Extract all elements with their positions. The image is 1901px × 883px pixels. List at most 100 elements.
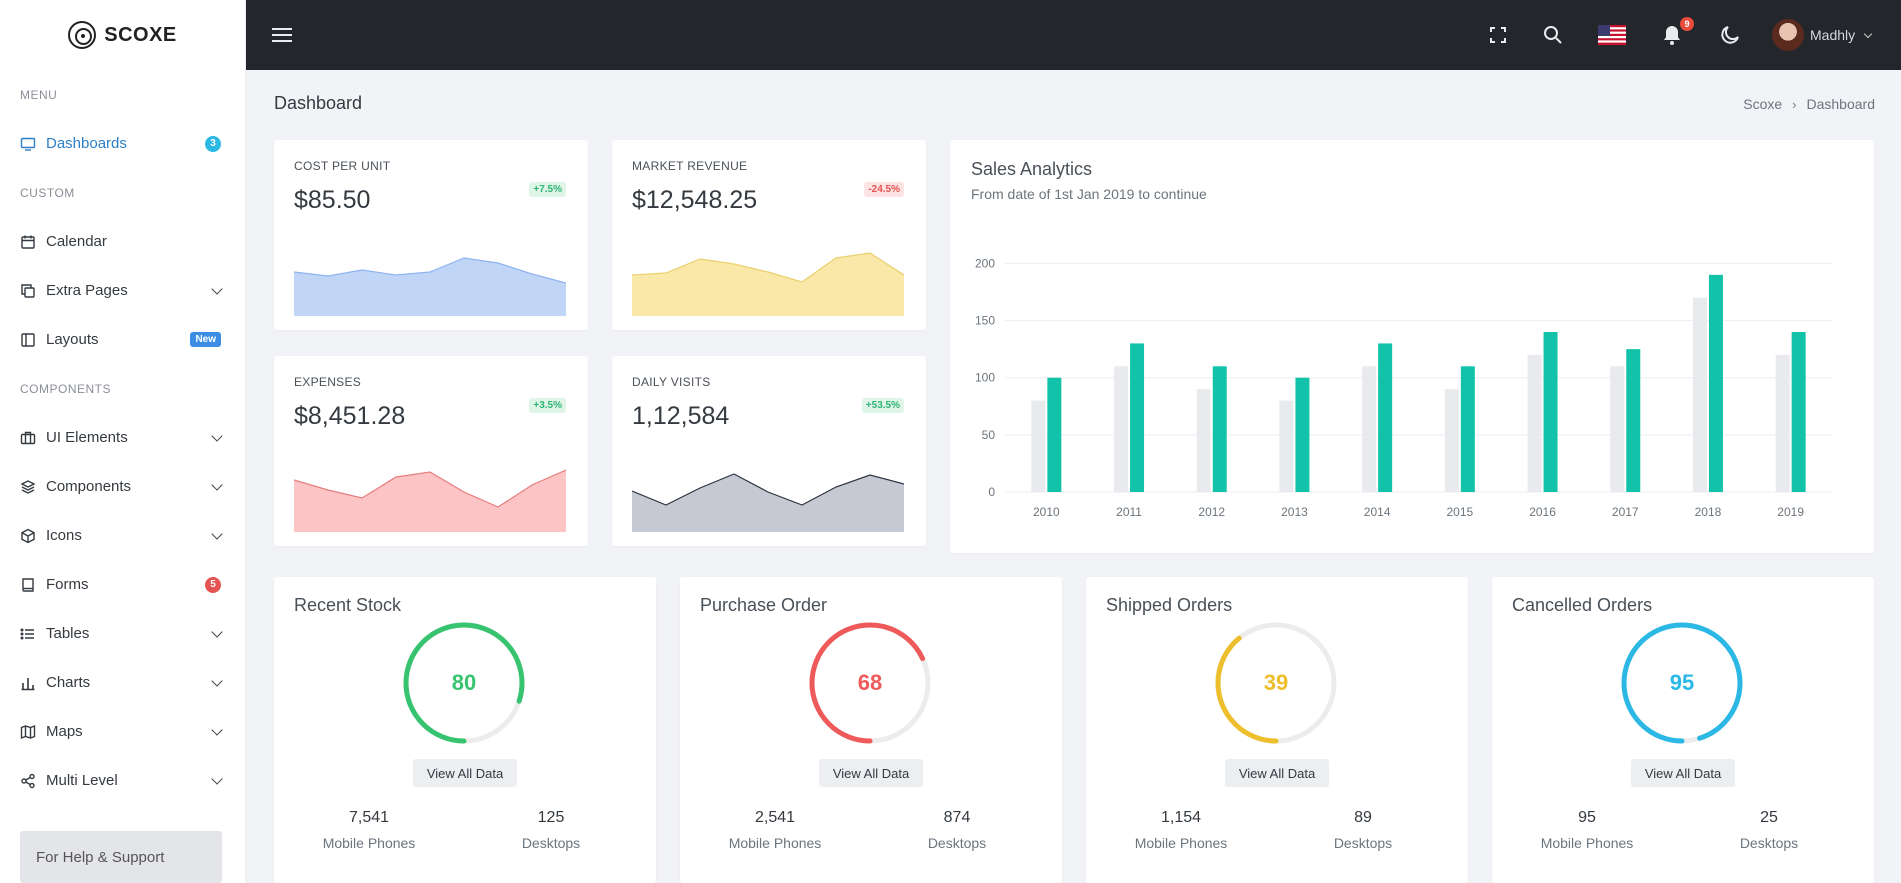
stat-value: $8,451.28 bbox=[294, 402, 406, 430]
desktops-count: 874 bbox=[943, 809, 971, 826]
logo-icon bbox=[68, 21, 97, 49]
bell-icon[interactable]: 9 bbox=[1660, 17, 1694, 47]
menu-section-menu: MENU bbox=[20, 87, 58, 102]
view-all-data-button[interactable]: View All Data bbox=[1631, 759, 1735, 787]
chevron-down-icon bbox=[211, 625, 223, 638]
sidebar-item-layouts[interactable]: Layouts New bbox=[0, 315, 245, 364]
sidebar-item-multi-level[interactable]: Multi Level bbox=[0, 756, 245, 805]
radial-gauge bbox=[809, 622, 931, 744]
stat-value: 1,12,584 bbox=[632, 402, 730, 430]
stat-label: DAILY VISITS bbox=[632, 375, 711, 389]
bar-series-2[interactable] bbox=[1047, 377, 1062, 492]
view-all-data-button[interactable]: View All Data bbox=[1225, 759, 1329, 787]
stat-change-badge: +3.5% bbox=[529, 398, 566, 413]
y-tick-label: 50 bbox=[982, 428, 996, 442]
bar-series-1[interactable] bbox=[1196, 389, 1211, 492]
sidebar-item-calendar[interactable]: Calendar bbox=[0, 217, 245, 266]
sidebar-item-icons[interactable]: Icons bbox=[0, 511, 245, 560]
box-icon bbox=[20, 528, 36, 544]
sidebar-item-label: Forms bbox=[46, 576, 89, 593]
gauge-value: 39 bbox=[1263, 670, 1289, 695]
sidebar-item-tables[interactable]: Tables bbox=[0, 609, 245, 658]
stat-card-market-revenue: MARKET REVENUE $12,548.25 -24.5% bbox=[612, 140, 926, 330]
mobile-phones-label: Mobile Phones bbox=[1134, 835, 1228, 851]
chevron-right-icon: › bbox=[1792, 96, 1797, 112]
bar-series-1[interactable] bbox=[1692, 297, 1707, 492]
menu-icon[interactable] bbox=[272, 28, 292, 42]
gauge-value: 95 bbox=[1669, 670, 1695, 695]
sparkline-chart bbox=[632, 252, 904, 316]
bar-series-1[interactable] bbox=[1775, 354, 1790, 492]
brand-logo[interactable]: SCOXE bbox=[0, 0, 245, 70]
sidebar-item-charts[interactable]: Charts bbox=[0, 658, 245, 707]
top-header: 9 Madhly bbox=[246, 0, 1901, 70]
sidebar-item-label: Icons bbox=[46, 527, 82, 544]
help-support-box[interactable]: For Help & Support bbox=[20, 831, 222, 883]
sidebar-item-ui-elements[interactable]: UI Elements bbox=[0, 413, 245, 462]
sales-bar-chart: 0 50 100 150 200 2010 2011 2012 2013 2014 2015 2016… bbox=[975, 256, 1832, 519]
bar-series-1[interactable] bbox=[1527, 354, 1542, 492]
bar-series-1[interactable] bbox=[1031, 400, 1046, 492]
sidebar-item-maps[interactable]: Maps bbox=[0, 707, 245, 756]
bar-series-2[interactable] bbox=[1708, 274, 1723, 492]
sparkline-line bbox=[294, 469, 566, 508]
breadcrumb-item-home[interactable]: Scoxe bbox=[1743, 96, 1783, 112]
bar-series-2[interactable] bbox=[1626, 349, 1641, 492]
bar-series-1[interactable] bbox=[1610, 366, 1625, 492]
bar-series-2[interactable] bbox=[1130, 343, 1145, 492]
sidebar-item-forms[interactable]: Forms 5 bbox=[0, 560, 245, 609]
bar-series-2[interactable] bbox=[1791, 332, 1806, 492]
bar-series-1[interactable] bbox=[1444, 389, 1459, 492]
search-icon[interactable] bbox=[1541, 23, 1565, 47]
bar-series-1[interactable] bbox=[1114, 366, 1129, 492]
stat-label: MARKET REVENUE bbox=[632, 159, 748, 173]
mobile-phones-stat: 1,154 Mobile Phones bbox=[1106, 809, 1256, 851]
chevron-down-icon bbox=[1863, 29, 1873, 38]
view-all-data-button[interactable]: View All Data bbox=[819, 759, 923, 787]
bar-series-2[interactable] bbox=[1295, 377, 1310, 492]
x-tick-label: 2016 bbox=[1529, 505, 1556, 519]
moon-icon[interactable] bbox=[1718, 23, 1742, 47]
bar-series-2[interactable] bbox=[1212, 366, 1227, 492]
mobile-phones-label: Mobile Phones bbox=[322, 835, 416, 851]
order-card-cancelled-orders: Cancelled Orders 95 View All Data 95 Mobile … bbox=[1492, 577, 1874, 883]
sidebar-item-extra-pages[interactable]: Extra Pages bbox=[0, 266, 245, 315]
monitor-icon bbox=[20, 136, 36, 152]
bar-series-1[interactable] bbox=[1362, 366, 1377, 492]
sparkline-line bbox=[294, 257, 566, 284]
stat-change-badge: -24.5% bbox=[864, 182, 904, 197]
sparkline-chart bbox=[294, 469, 566, 532]
bar-series-2[interactable] bbox=[1543, 332, 1558, 492]
sparkline-chart bbox=[632, 473, 904, 532]
sparkline-area bbox=[294, 470, 566, 532]
bar-series-1[interactable] bbox=[1279, 400, 1294, 492]
desktops-stat: 89 Desktops bbox=[1288, 809, 1438, 851]
view-all-data-button[interactable]: View All Data bbox=[413, 759, 517, 787]
bar-series-2[interactable] bbox=[1378, 343, 1393, 492]
radial-gauge bbox=[1621, 622, 1743, 744]
user-menu[interactable]: Madhly bbox=[1772, 18, 1873, 52]
y-tick-label: 150 bbox=[975, 314, 995, 328]
x-tick-label: 2019 bbox=[1777, 505, 1804, 519]
order-card-title: Purchase Order bbox=[700, 595, 828, 615]
sparkline-area bbox=[632, 253, 904, 316]
map-icon bbox=[20, 724, 36, 740]
fullscreen-icon[interactable] bbox=[1486, 23, 1510, 47]
chevron-down-icon bbox=[211, 429, 223, 442]
sidebar-item-components[interactable]: Components bbox=[0, 462, 245, 511]
desktops-label: Desktops bbox=[1333, 835, 1393, 851]
page-title: Dashboard bbox=[274, 93, 363, 113]
layers-icon bbox=[20, 479, 36, 495]
sidebar-badge: 3 bbox=[205, 135, 221, 152]
menu-section-components: COMPONENTS bbox=[20, 381, 112, 396]
y-tick-label: 100 bbox=[975, 371, 995, 385]
gauge-progress-arc bbox=[1621, 622, 1743, 744]
mobile-phones-stat: 2,541 Mobile Phones bbox=[700, 809, 850, 851]
x-tick-label: 2015 bbox=[1446, 505, 1473, 519]
bar-series-2[interactable] bbox=[1460, 366, 1475, 492]
sidebar-nav: MENU Dashboards 3 CUSTOM Calendar Extra Pages… bbox=[0, 70, 245, 805]
us-flag-icon[interactable] bbox=[1598, 25, 1626, 45]
sidebar-item-dashboards[interactable]: Dashboards 3 bbox=[0, 119, 245, 168]
chevron-down-icon bbox=[211, 723, 223, 736]
notification-count: 9 bbox=[1680, 17, 1694, 31]
